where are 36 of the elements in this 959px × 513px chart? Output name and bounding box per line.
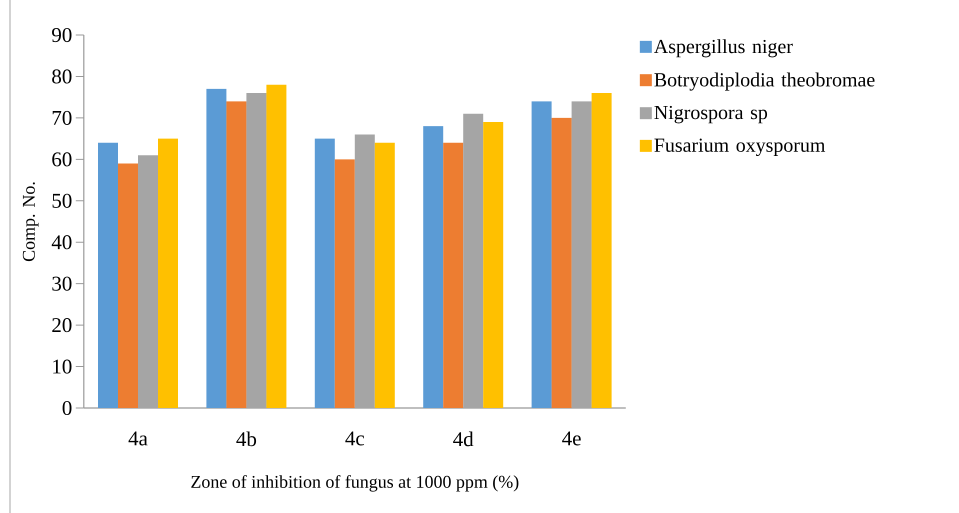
x-axis-title: Zone of inhibition of fungus at 1000 ppm (%) bbox=[191, 475, 518, 492]
y-tick-label: 70 bbox=[52, 110, 72, 125]
bar bbox=[443, 142, 464, 408]
bar bbox=[98, 142, 118, 408]
y-tick-label: 40 bbox=[52, 235, 72, 250]
bar bbox=[158, 138, 178, 408]
y-tick-label: 50 bbox=[52, 194, 72, 208]
bar bbox=[374, 142, 395, 408]
y-tick-label: 30 bbox=[52, 276, 72, 291]
bar bbox=[592, 93, 612, 408]
x-tick-label: 4c bbox=[345, 432, 364, 446]
legend-label: Fusarium oxysporum bbox=[654, 138, 826, 156]
bar bbox=[206, 88, 226, 408]
bar bbox=[118, 163, 138, 408]
legend-label: Nigrospora sp bbox=[654, 106, 768, 124]
x-tick-label: 4b bbox=[236, 432, 256, 446]
x-tick-label: 4e bbox=[562, 432, 581, 446]
x-tick-label: 4d bbox=[453, 432, 474, 446]
bar bbox=[334, 159, 355, 408]
bar bbox=[266, 84, 286, 408]
y-tick-label: 80 bbox=[52, 69, 72, 84]
bar bbox=[314, 138, 335, 408]
bar bbox=[552, 118, 572, 408]
y-tick-label: 90 bbox=[52, 28, 72, 42]
y-tick-label: 20 bbox=[52, 318, 72, 332]
y-tick-label: 10 bbox=[53, 360, 72, 374]
y-tick-label: 0 bbox=[62, 400, 72, 416]
bar bbox=[483, 122, 504, 408]
y-axis-title: Comp. No. bbox=[22, 182, 39, 262]
bar bbox=[423, 126, 444, 408]
legend-label: Aspergillus niger bbox=[654, 39, 793, 58]
bar bbox=[226, 101, 246, 408]
x-tick-label: 4a bbox=[128, 432, 148, 446]
legend-label: Botryodiplodia theobromae bbox=[654, 72, 875, 91]
bar bbox=[532, 101, 552, 408]
y-tick-label: 60 bbox=[52, 152, 72, 166]
